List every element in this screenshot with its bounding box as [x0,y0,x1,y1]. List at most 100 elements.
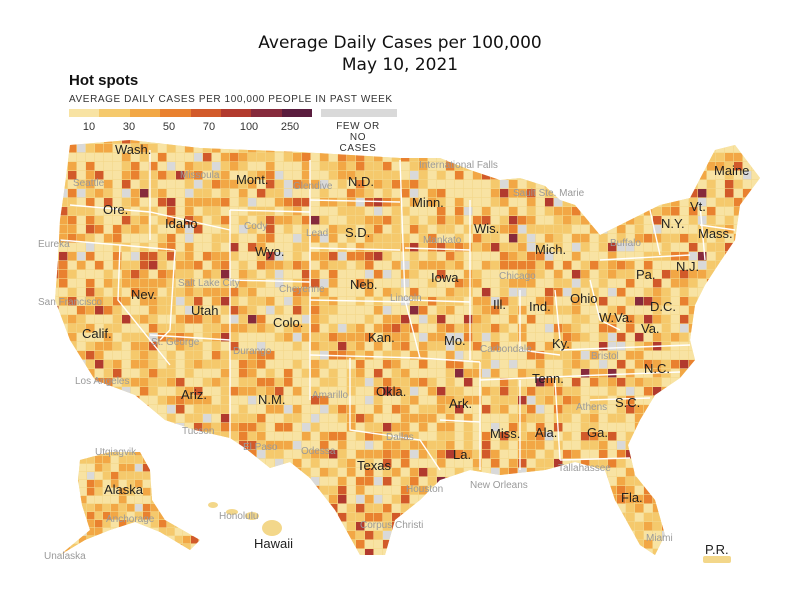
county-cell [127,512,135,520]
county-cell [608,540,617,549]
county-cell [176,549,185,555]
county-cell [482,459,491,468]
county-cell [149,360,158,369]
county-cell [113,342,122,351]
county-cell [761,297,769,305]
county-cell [374,144,383,153]
county-cell [203,225,212,234]
county-cell [149,306,158,315]
county-cell [392,324,401,333]
county-cell [680,189,689,198]
county-cell [239,252,248,261]
county-cell [221,207,230,216]
county-cell [608,441,617,450]
county-cell [68,495,77,504]
county-cell [707,198,716,207]
county-cell [194,252,203,261]
county-cell [392,423,401,432]
county-cell [419,387,428,396]
county-cell [71,464,79,472]
county-cell [203,396,212,405]
county-cell [446,288,455,297]
county-cell [347,504,356,513]
county-cell [143,536,151,544]
county-cell [149,144,158,153]
county-cell [428,207,437,216]
county-cell [104,162,113,171]
county-cell [464,441,473,450]
county-cell [347,243,356,252]
county-cell [311,558,319,566]
county-cell [662,243,671,252]
county-cell [185,486,194,495]
county-cell [617,360,626,369]
county-cell [266,504,275,513]
county-cell [203,333,212,342]
county-cell [761,234,769,242]
county-cell [410,234,419,243]
county-cell [140,396,149,405]
county-cell [536,459,545,468]
county-cell [446,396,455,405]
county-cell [77,315,86,324]
county-cell [113,315,122,324]
county-cell [151,464,159,472]
county-cell [608,198,617,207]
county-cell [509,306,518,315]
county-cell [122,189,131,198]
county-cell [59,405,68,414]
county-cell [563,495,572,504]
county-cell [500,225,509,234]
county-cell [617,504,626,513]
county-cell [581,477,590,486]
county-cell [203,513,212,522]
county-cell [590,513,599,522]
county-cell [175,452,183,456]
county-cell [149,558,157,566]
county-cell [86,180,95,189]
county-cell [527,243,536,252]
county-cell [473,378,482,387]
county-cell [644,252,653,261]
county-cell [149,351,158,360]
county-cell [230,216,239,225]
county-cell [581,441,590,450]
county-cell [734,234,743,243]
county-cell [356,387,365,396]
county-cell [329,360,338,369]
county-cell [545,549,554,555]
county-cell [509,405,518,414]
county-cell [752,315,760,324]
county-cell [419,189,428,198]
county-cell [482,198,491,207]
county-cell [266,351,275,360]
county-cell [401,360,410,369]
county-cell [482,468,491,477]
county-cell [572,504,581,513]
county-cell [446,180,455,189]
county-cell [761,432,769,440]
county-cell [635,414,644,423]
county-cell [239,243,248,252]
county-cell [689,140,698,144]
county-cell [626,558,634,566]
county-cell [194,171,203,180]
county-cell [111,464,119,472]
county-cell [68,261,77,270]
county-cell [671,360,680,369]
county-cell [545,540,554,549]
county-cell [491,261,500,270]
county-cell [401,450,410,459]
county-cell [752,468,760,477]
county-cell [446,522,455,531]
county-cell [68,153,77,162]
county-cell [203,423,212,432]
county-cell [183,552,191,555]
county-cell [725,207,734,216]
county-cell [554,270,563,279]
county-cell [554,198,563,207]
county-cell [482,522,491,531]
county-cell [662,513,671,522]
county-cell [320,513,329,522]
county-cell [68,252,77,261]
